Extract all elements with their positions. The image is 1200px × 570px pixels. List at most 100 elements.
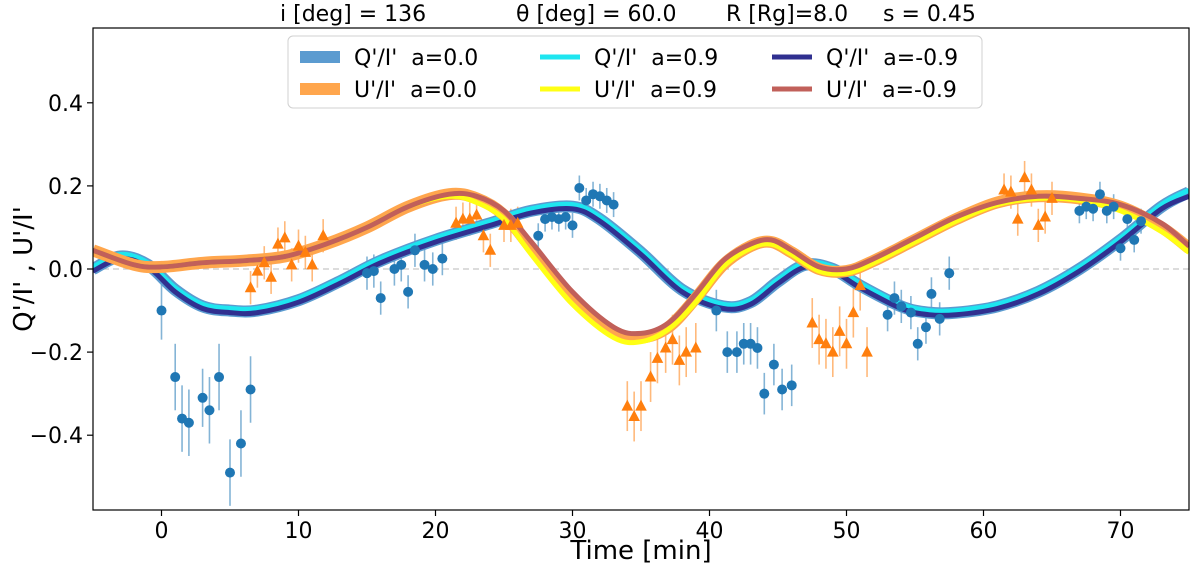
data-point [292, 239, 305, 251]
data-point [437, 253, 448, 264]
data-point [651, 351, 664, 363]
data-point [279, 231, 291, 243]
data-point [574, 182, 585, 193]
data-point [1011, 212, 1024, 224]
data-point [1108, 201, 1119, 212]
legend-label: Q'/I' a=-0.9 [826, 46, 958, 71]
data-point [690, 341, 702, 353]
legend-label: U'/I' a=0.0 [354, 78, 477, 103]
data-point [567, 220, 578, 231]
data-point [251, 264, 264, 276]
data-point [768, 359, 779, 370]
data-point [560, 212, 571, 223]
data-point [912, 338, 923, 349]
data-point [833, 324, 846, 336]
y-tick-label: −0.2 [30, 341, 83, 366]
data-point [813, 333, 825, 345]
title-theta: θ [deg] = 60.0 [516, 2, 677, 27]
data-point [854, 279, 866, 291]
data-point [1094, 189, 1105, 200]
data-point [272, 237, 284, 249]
legend: Q'/I' a=0.0 U'/I' a=0.0 Q'/I' a=0.9 U'/I' a… [287, 35, 983, 109]
data-point [463, 212, 476, 224]
data-point [1136, 216, 1147, 227]
legend-label: Q'/I' a=0.9 [594, 46, 718, 71]
x-tick-label: 30 [559, 519, 587, 544]
q-data-points [156, 182, 1147, 478]
data-point [235, 438, 246, 449]
data-point [470, 208, 483, 220]
data-point [1115, 243, 1126, 254]
legend-label: Q'/I' a=0.0 [354, 46, 478, 71]
data-point [752, 342, 763, 353]
data-point [944, 268, 955, 279]
data-point [396, 259, 407, 270]
data-point [204, 405, 215, 416]
data-point [258, 256, 271, 268]
data-point [317, 229, 329, 241]
data-point [998, 183, 1010, 195]
data-point [889, 293, 900, 304]
data-point [1122, 214, 1133, 225]
legend-label: U'/I' a=0.9 [594, 78, 717, 103]
data-point [419, 259, 430, 270]
x-tick-label: 70 [1107, 519, 1135, 544]
data-point [786, 380, 797, 391]
chart-title: i [deg] = 136 θ [deg] = 60.0 R [Rg]=8.0 … [280, 2, 976, 27]
data-point [659, 341, 672, 353]
series-line-1 [93, 187, 1189, 314]
data-point [285, 258, 298, 270]
data-point [484, 243, 497, 255]
data-point [170, 372, 181, 383]
series-line-2 [93, 193, 1189, 318]
data-point [644, 370, 657, 382]
data-point [244, 281, 257, 293]
data-point [905, 307, 916, 318]
data-point [759, 388, 770, 399]
data-point [409, 245, 420, 256]
data-point [197, 392, 208, 403]
data-point [214, 372, 225, 383]
data-point [1039, 210, 1051, 222]
data-point [827, 345, 839, 357]
data-point [731, 347, 742, 358]
legend-label: U'/I' a=-0.9 [826, 78, 957, 103]
x-tick-label: 60 [970, 519, 998, 544]
data-point [738, 338, 749, 349]
data-point [777, 384, 788, 395]
x-tick-label: 40 [696, 519, 724, 544]
y-tick-label: 0.2 [48, 175, 83, 200]
data-point [1018, 171, 1031, 183]
data-point [375, 293, 386, 304]
data-point [673, 353, 686, 365]
series-line-5 [93, 190, 1189, 337]
data-point [628, 410, 640, 422]
data-point [882, 309, 893, 320]
data-point [183, 417, 194, 428]
data-point [920, 322, 931, 333]
x-axis-label: Time [min] [569, 536, 711, 566]
y-tick-label: 0.4 [48, 92, 83, 117]
data-point [861, 345, 873, 357]
data-point [820, 337, 832, 349]
x-tick-label: 50 [833, 519, 861, 544]
data-point [225, 467, 235, 478]
data-point [1088, 203, 1099, 214]
data-point [680, 345, 693, 357]
data-point [427, 264, 438, 274]
u-data-points [244, 171, 1058, 422]
title-inclination: i [deg] = 136 [280, 2, 426, 27]
data-point [245, 384, 256, 395]
data-point [511, 216, 524, 228]
title-spin: s = 0.45 [883, 2, 976, 27]
y-tick-label: −0.4 [30, 424, 83, 449]
y-axis-label: Q'/I' , U'/I' [9, 206, 39, 332]
data-point [926, 288, 937, 299]
data-point [896, 301, 907, 312]
data-point [477, 229, 490, 241]
data-point [666, 333, 679, 345]
data-point [840, 337, 853, 349]
data-point [306, 258, 318, 270]
data-point [621, 399, 634, 411]
